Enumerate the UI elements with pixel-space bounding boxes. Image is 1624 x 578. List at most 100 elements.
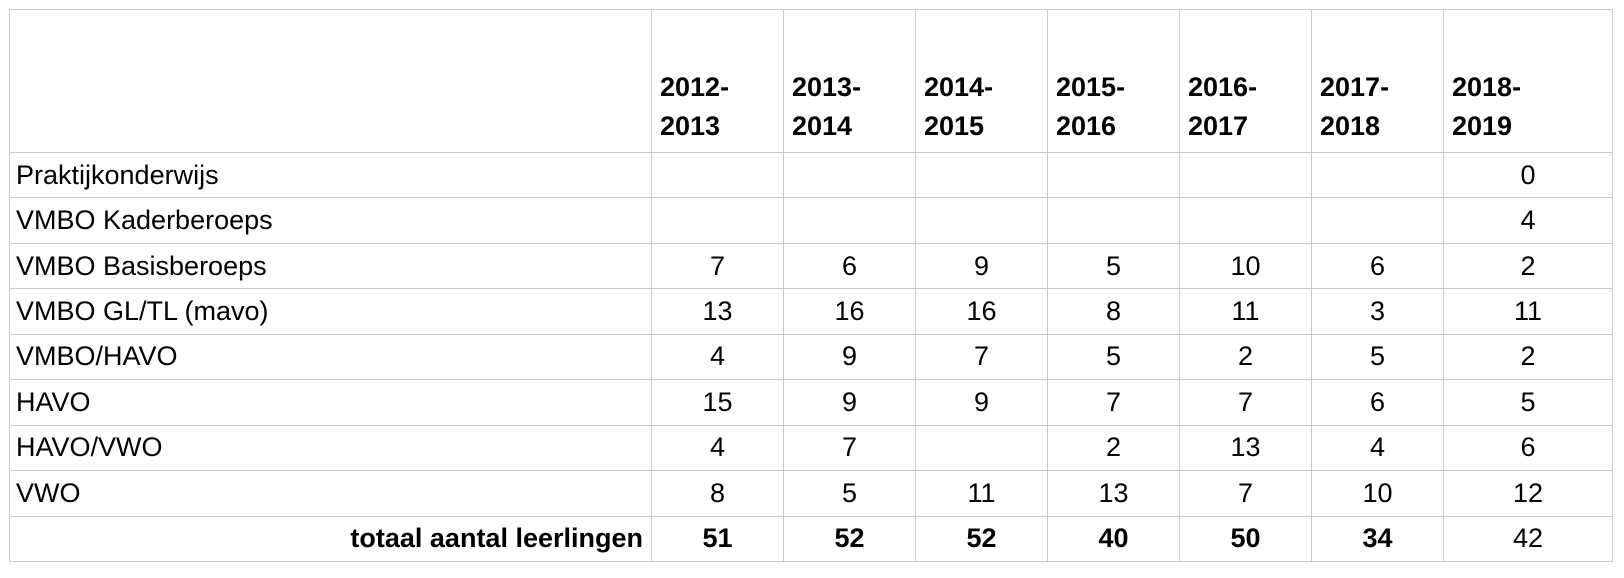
table-cell: 2 [1047, 424, 1180, 472]
table-cell: 2 [1179, 333, 1312, 381]
total-cell: 52 [915, 515, 1048, 562]
year-header: 2017- 2018 [1311, 9, 1444, 153]
table-cell: 7 [651, 242, 784, 290]
table-cell: 2 [1443, 242, 1613, 290]
table-cell: 5 [1311, 333, 1444, 381]
year-header: 2015- 2016 [1047, 9, 1180, 153]
total-cell: 50 [1179, 515, 1312, 562]
table-cell: 0 [1443, 151, 1613, 199]
year-header-line: 2019 [1452, 110, 1513, 141]
corner-cell [9, 9, 652, 153]
year-header-line: 2018 [1320, 110, 1381, 141]
table-row: VWO 8 5 11 13 7 10 12 [9, 470, 1613, 517]
row-label: VMBO Basisberoeps [9, 242, 652, 290]
table-cell: 10 [1311, 470, 1444, 517]
table-cell [651, 197, 784, 244]
row-label: VWO [9, 470, 652, 517]
table-cell [783, 197, 916, 244]
table-cell: 2 [1443, 333, 1613, 381]
total-cell: 40 [1047, 515, 1180, 562]
year-header-line: 2017- [1320, 71, 1390, 102]
year-header-line: 2017 [1188, 110, 1249, 141]
table-cell: 4 [1443, 197, 1613, 244]
table-cell [783, 151, 916, 199]
table-cell: 9 [915, 242, 1048, 290]
table-cell: 4 [651, 333, 784, 381]
table-cell: 7 [915, 333, 1048, 381]
table-row: VMBO GL/TL (mavo) 13 16 16 8 11 3 11 [9, 288, 1613, 335]
students-table-container: 2012- 2013 2013- 2014 2014- 2015 2015- 2016 2016… [9, 9, 1613, 562]
table-row: VMBO Kaderberoeps 4 [9, 197, 1613, 244]
students-table: 2012- 2013 2013- 2014 2014- 2015 2015- 2016 2016… [9, 9, 1613, 562]
table-cell: 16 [783, 288, 916, 335]
table-cell [1047, 151, 1180, 199]
total-label: totaal aantal leerlingen [9, 515, 652, 562]
table-cell: 11 [1179, 288, 1312, 335]
table-cell: 13 [1179, 424, 1312, 472]
year-header-line: 2012- [660, 71, 730, 102]
table-cell: 11 [1443, 288, 1613, 335]
table-cell: 13 [651, 288, 784, 335]
row-label: VMBO Kaderberoeps [9, 197, 652, 244]
table-cell: 9 [783, 379, 916, 426]
table-cell: 8 [651, 470, 784, 517]
table-cell [651, 151, 784, 199]
table-cell: 16 [915, 288, 1048, 335]
table-body: Praktijkonderwijs 0 VMBO Kaderberoeps 4 VMBO… [9, 151, 1613, 562]
year-header: 2014- 2015 [915, 9, 1048, 153]
row-label: VMBO/HAVO [9, 333, 652, 381]
total-cell: 42 [1443, 515, 1613, 562]
year-header-line: 2018- [1452, 71, 1522, 102]
row-label: VMBO GL/TL (mavo) [9, 288, 652, 335]
table-cell [1311, 197, 1444, 244]
table-cell: 11 [915, 470, 1048, 517]
year-header-line: 2014- [924, 71, 994, 102]
year-header: 2013- 2014 [783, 9, 916, 153]
table-cell: 8 [1047, 288, 1180, 335]
table-cell [1179, 197, 1312, 244]
table-cell [915, 151, 1048, 199]
table-cell: 6 [1311, 242, 1444, 290]
table-cell: 15 [651, 379, 784, 426]
table-cell: 5 [1047, 242, 1180, 290]
table-cell: 9 [915, 379, 1048, 426]
table-cell: 7 [1179, 379, 1312, 426]
table-row: VMBO Basisberoeps 7 6 9 5 10 6 2 [9, 242, 1613, 290]
year-header-line: 2015- [1056, 71, 1126, 102]
table-cell: 6 [783, 242, 916, 290]
table-cell: 5 [1443, 379, 1613, 426]
table-cell: 13 [1047, 470, 1180, 517]
table-cell [915, 424, 1048, 472]
year-header-line: 2015 [924, 110, 985, 141]
year-header-line: 2014 [792, 110, 853, 141]
year-header: 2012- 2013 [651, 9, 784, 153]
year-header: 2016- 2017 [1179, 9, 1312, 153]
table-cell: 3 [1311, 288, 1444, 335]
table-cell: 7 [1179, 470, 1312, 517]
table-cell: 6 [1443, 424, 1613, 472]
table-row: Praktijkonderwijs 0 [9, 151, 1613, 199]
table-cell: 10 [1179, 242, 1312, 290]
table-cell [915, 197, 1048, 244]
table-cell [1047, 197, 1180, 244]
table-cell: 7 [783, 424, 916, 472]
row-label: Praktijkonderwijs [9, 151, 652, 199]
table-cell: 6 [1311, 379, 1444, 426]
table-cell: 4 [651, 424, 784, 472]
total-cell: 52 [783, 515, 916, 562]
year-header-line: 2016 [1056, 110, 1117, 141]
table-cell: 9 [783, 333, 916, 381]
year-header-line: 2013- [792, 71, 862, 102]
header-row: 2012- 2013 2013- 2014 2014- 2015 2015- 2016 2016… [9, 9, 1613, 153]
year-header-line: 2016- [1188, 71, 1258, 102]
total-cell: 34 [1311, 515, 1444, 562]
table-cell: 5 [1047, 333, 1180, 381]
table-cell [1311, 151, 1444, 199]
year-header-line: 2013 [660, 110, 721, 141]
table-row: HAVO 15 9 9 7 7 6 5 [9, 379, 1613, 426]
row-label: HAVO/VWO [9, 424, 652, 472]
table-row: VMBO/HAVO 4 9 7 5 2 5 2 [9, 333, 1613, 381]
table-cell: 7 [1047, 379, 1180, 426]
table-cell: 5 [783, 470, 916, 517]
total-row: totaal aantal leerlingen 51 52 52 40 50 34 42 [9, 515, 1613, 562]
